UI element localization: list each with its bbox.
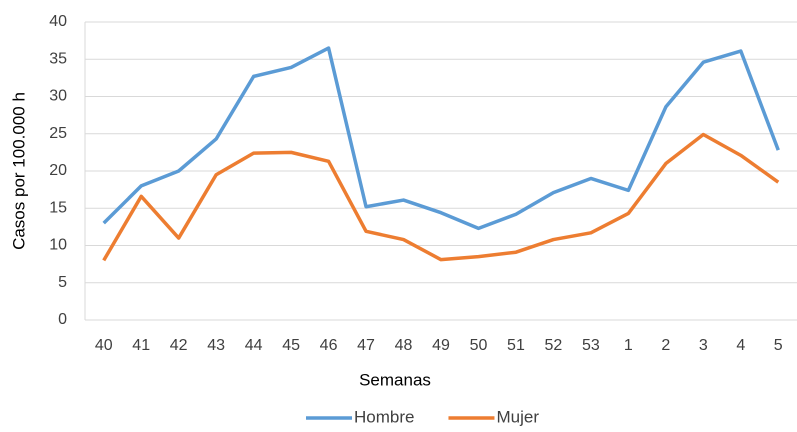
series-line — [102, 46, 780, 231]
series-line — [102, 132, 780, 262]
y-tick-label: 15 — [49, 199, 67, 216]
x-tick-label: 48 — [395, 337, 413, 354]
x-tick-label: 42 — [170, 337, 188, 354]
x-tick-label: 40 — [95, 337, 113, 354]
y-tick-label: 30 — [49, 88, 67, 105]
x-tick-label: 5 — [774, 337, 783, 354]
legend-label: Hombre — [354, 407, 414, 426]
x-tick-label: 52 — [545, 337, 563, 354]
y-tick-label: 10 — [49, 237, 67, 254]
x-tick-label: 4 — [736, 337, 745, 354]
x-tick-label: 49 — [432, 337, 450, 354]
y-tick-label: 35 — [49, 50, 67, 67]
x-tick-label: 51 — [507, 337, 525, 354]
y-tick-label: 25 — [49, 125, 67, 142]
x-tick-label: 1 — [624, 337, 633, 354]
y-tick-label: 0 — [58, 311, 67, 328]
x-tick-label: 44 — [245, 337, 263, 354]
x-tick-label: 47 — [357, 337, 375, 354]
x-tick-label: 53 — [582, 337, 600, 354]
y-tick-label: 40 — [49, 13, 67, 30]
x-tick-label: 2 — [661, 337, 670, 354]
x-tick-label: 41 — [132, 337, 150, 354]
x-tick-label: 43 — [207, 337, 225, 354]
x-axis-title: Semanas — [359, 370, 431, 389]
x-tick-label: 50 — [470, 337, 488, 354]
y-axis-title: Casos por 100.000 h — [9, 92, 28, 250]
y-tick-label: 5 — [58, 274, 67, 291]
legend-label: Mujer — [496, 407, 539, 426]
x-tick-label: 3 — [699, 337, 708, 354]
x-tick-label: 45 — [282, 337, 300, 354]
y-tick-label: 20 — [49, 162, 67, 179]
x-tick-label: 46 — [320, 337, 338, 354]
